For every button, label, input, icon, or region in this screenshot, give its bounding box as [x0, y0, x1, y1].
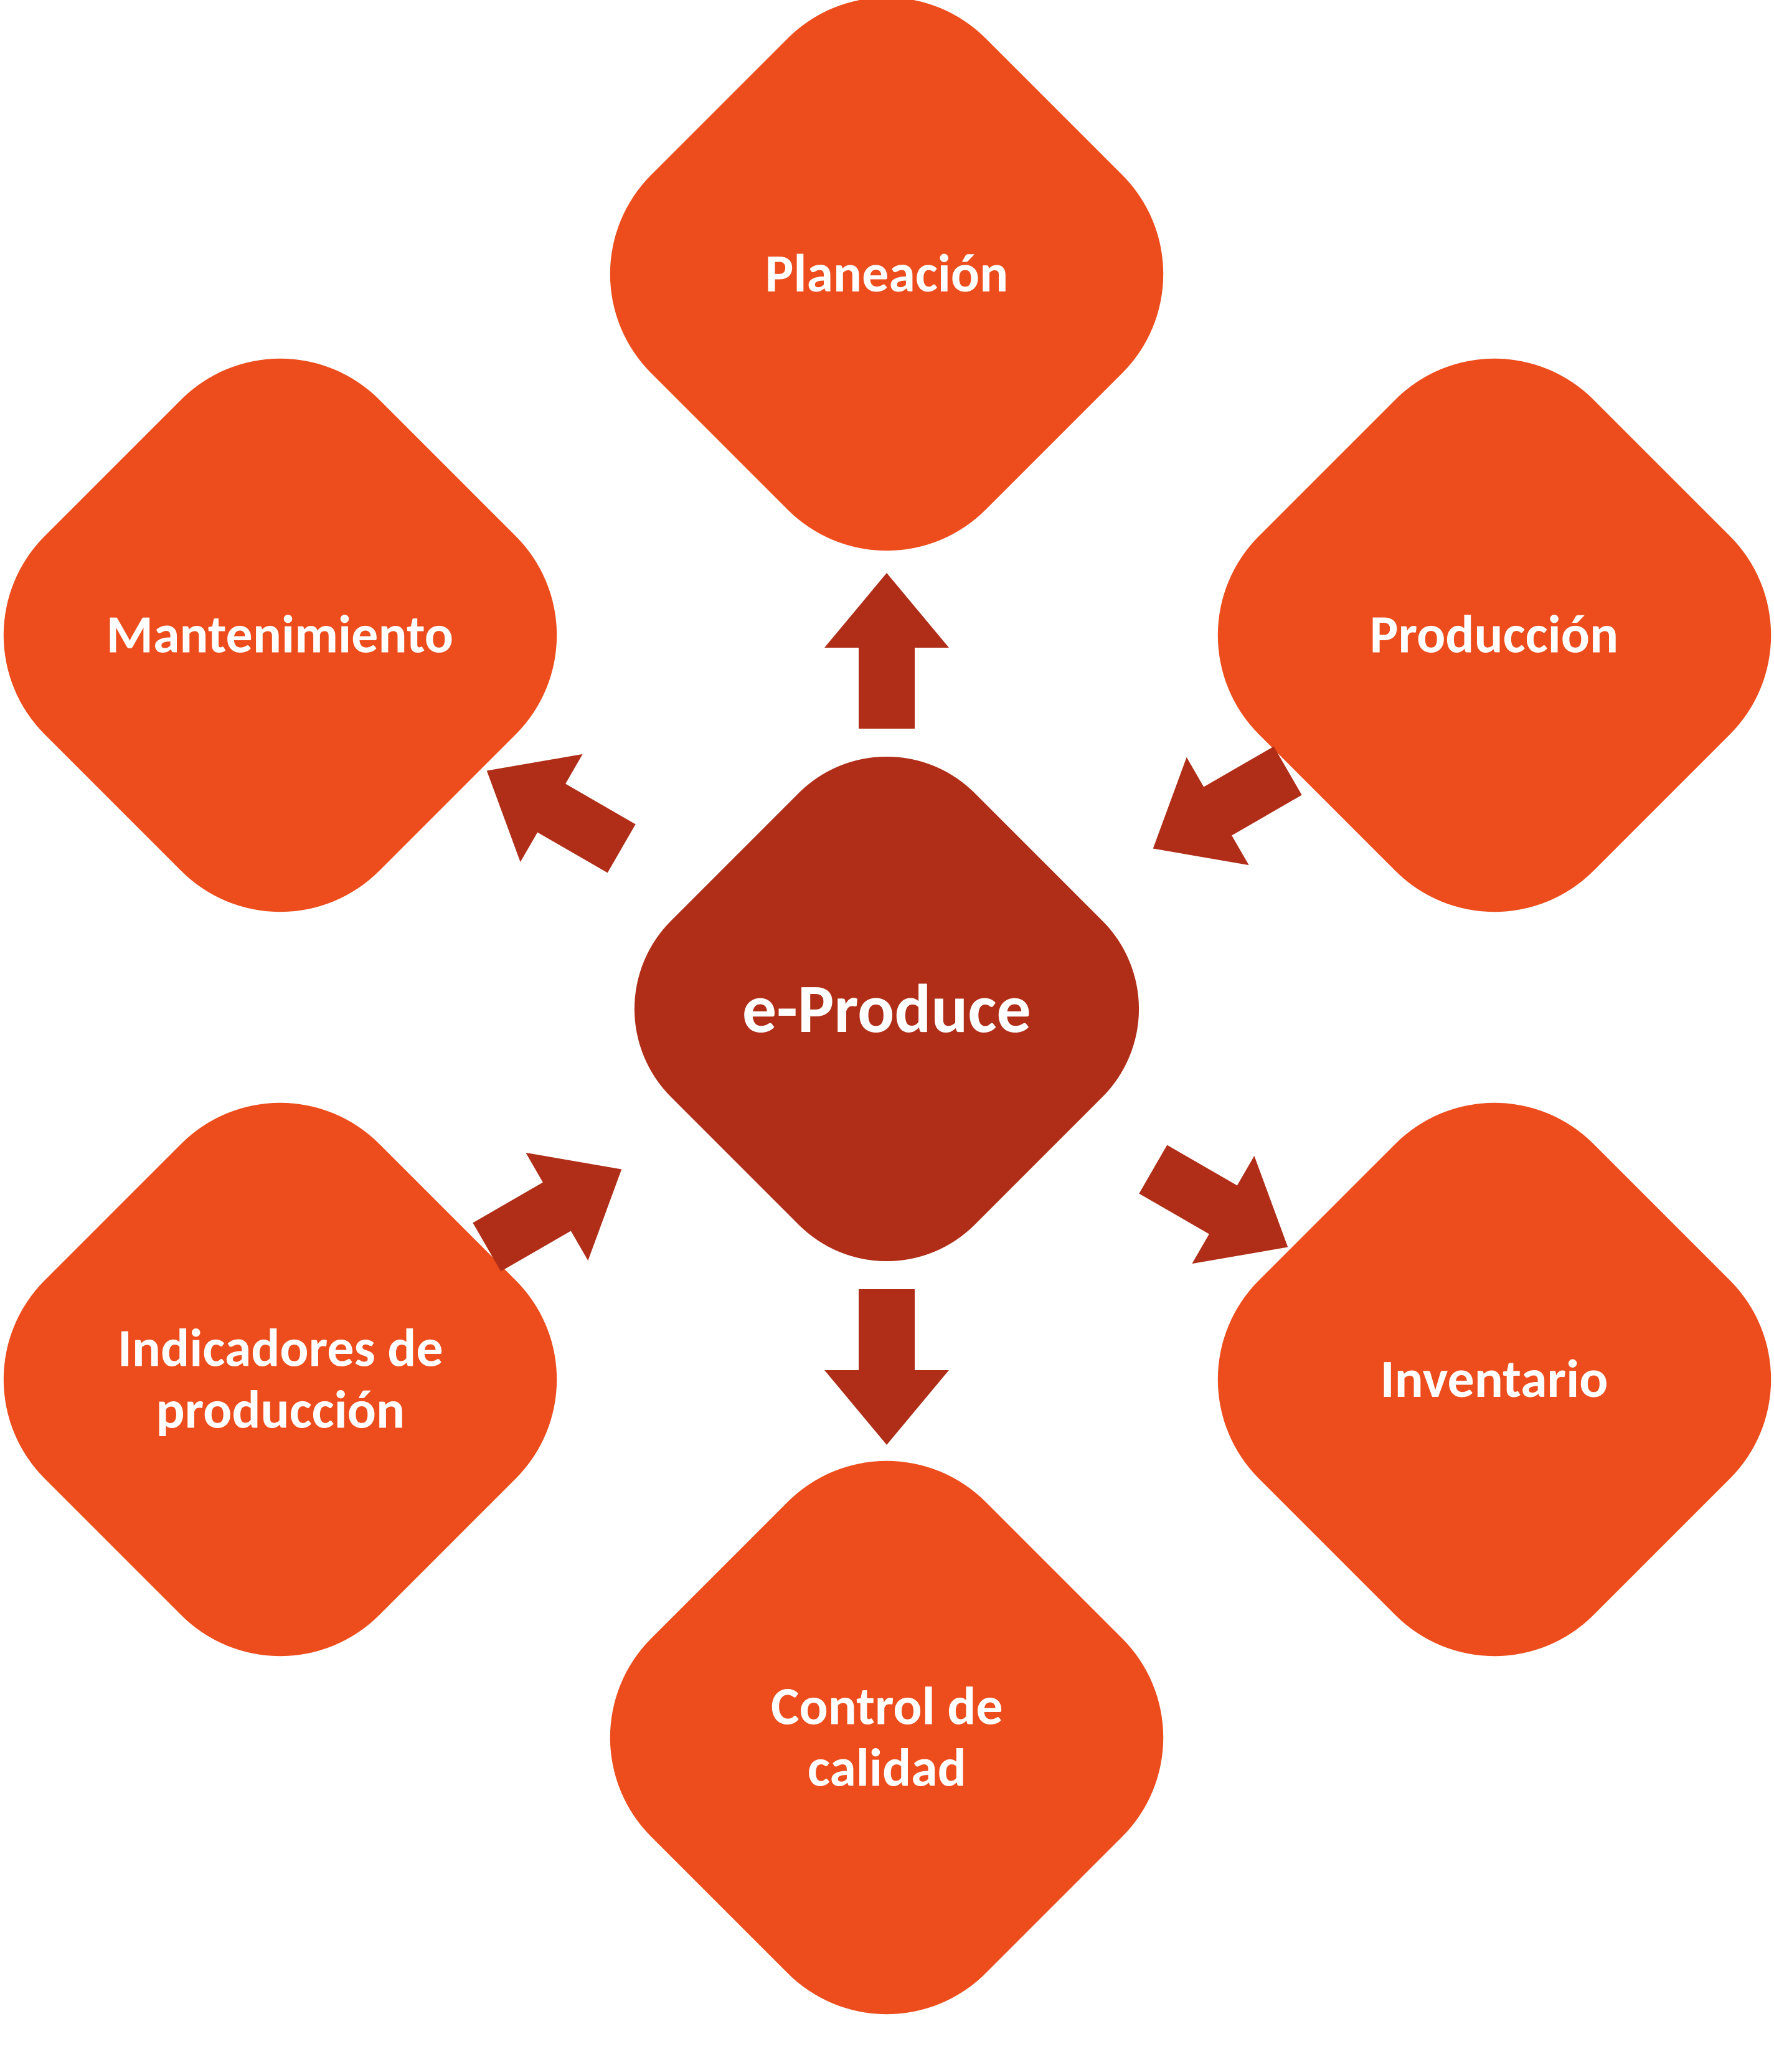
outer-node-mantenimiento: Mantenimiento — [0, 301, 615, 970]
outer-node-label: Mantenimiento — [106, 605, 453, 666]
outer-node-indicadores: Indicadores de producción — [0, 1045, 615, 1715]
outer-node-control: Control de calidad — [552, 1403, 1222, 2072]
outer-node-label: Producción — [1370, 605, 1618, 666]
outer-node-planeacion: Planeación — [552, 0, 1222, 608]
outer-node-label: Indicadores de producción — [118, 1318, 443, 1441]
outer-node-label: Inventario — [1380, 1349, 1608, 1411]
outer-node-label: Planeación — [765, 244, 1009, 305]
arrow-control — [824, 1289, 949, 1445]
outer-node-label: Control de calidad — [771, 1676, 1003, 1799]
outer-node-produccion: Producción — [1160, 301, 1774, 970]
diagram-canvas: e-Produce Planeación Producción Inventario C… — [0, 0, 1774, 1960]
center-node: e-Produce — [583, 705, 1191, 1313]
center-node-label: e-Produce — [742, 970, 1031, 1049]
arrow-planeacion — [824, 573, 949, 729]
outer-node-inventario: Inventario — [1160, 1045, 1774, 1715]
